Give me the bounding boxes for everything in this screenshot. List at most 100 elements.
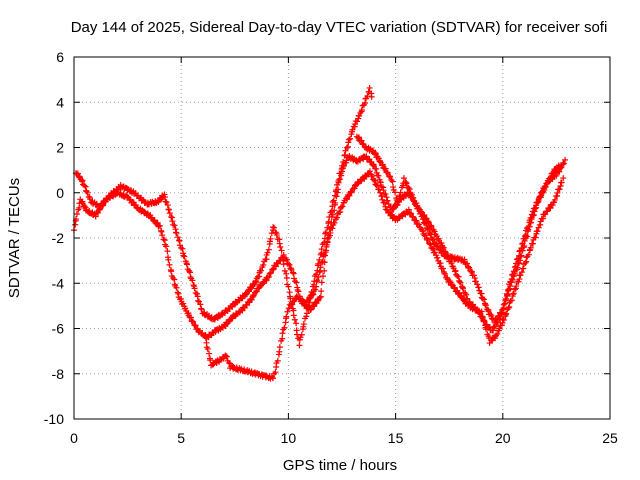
data-point [192, 289, 199, 296]
data-point [197, 301, 204, 308]
y-tick-label: -6 [52, 321, 65, 337]
data-point [342, 147, 349, 154]
data-point [253, 279, 260, 286]
data-point [425, 226, 432, 233]
data-point [390, 184, 397, 191]
data-point [483, 326, 490, 333]
data-point [280, 261, 287, 268]
data-point [283, 256, 290, 263]
data-point [558, 179, 565, 186]
data-point [245, 287, 252, 294]
data-point [278, 247, 285, 254]
data-point [470, 272, 477, 279]
data-point [279, 330, 286, 337]
x-axis-label: GPS time / hours [283, 457, 397, 474]
data-point [267, 235, 274, 242]
data-point [267, 270, 274, 277]
data-point [387, 173, 394, 180]
data-point [313, 283, 320, 290]
data-point [349, 126, 356, 133]
data-point [527, 214, 534, 221]
data-point [503, 310, 510, 317]
data-point [460, 285, 467, 292]
data-point [158, 228, 165, 235]
data-point [155, 223, 162, 230]
data-point [441, 270, 448, 277]
data-point [454, 273, 461, 280]
data-point [336, 176, 343, 183]
data-point [382, 206, 389, 213]
series-track-3 [201, 168, 567, 382]
data-point [180, 252, 187, 259]
chart-title: Day 144 of 2025, Sidereal Day-to-day VTE… [71, 19, 608, 36]
data-point [303, 310, 310, 317]
data-point [318, 279, 325, 286]
data-point [525, 251, 532, 258]
data-point [178, 244, 185, 251]
data-point [560, 175, 567, 182]
data-point [300, 321, 307, 328]
data-point [457, 279, 464, 286]
data-point [520, 235, 527, 242]
data-point [347, 135, 354, 142]
data-point [316, 294, 323, 301]
data-point [283, 270, 290, 277]
data-point [518, 245, 525, 252]
data-point [95, 209, 102, 216]
data-point [318, 246, 325, 253]
data-point [508, 297, 515, 304]
data-point [492, 323, 499, 330]
data-point [532, 234, 539, 241]
x-tick-label: 25 [602, 430, 618, 446]
data-point [396, 192, 403, 199]
data-point [327, 229, 334, 236]
data-point [265, 273, 272, 280]
data-point [408, 210, 415, 217]
data-point [318, 288, 325, 295]
data-point [189, 318, 196, 325]
data-point [456, 278, 463, 285]
data-point [516, 248, 523, 255]
data-point [394, 201, 401, 208]
data-point [149, 214, 156, 221]
data-point [562, 156, 569, 163]
data-point [124, 193, 131, 200]
data-point [83, 188, 90, 195]
data-point [340, 163, 347, 170]
data-point [519, 240, 526, 247]
data-point [339, 203, 346, 210]
data-point [375, 172, 382, 179]
series-track-1 [71, 84, 375, 341]
data-point [286, 261, 293, 268]
data-point [287, 265, 294, 272]
y-tick-label: -4 [52, 275, 65, 291]
data-point [507, 298, 514, 305]
data-point [196, 298, 203, 305]
data-point [446, 278, 453, 285]
data-point [405, 184, 412, 191]
data-point [345, 136, 352, 143]
data-point [204, 345, 211, 352]
data-point [160, 236, 167, 243]
data-point [326, 213, 333, 220]
data-point [156, 222, 163, 229]
data-point [509, 271, 516, 278]
data-point [395, 198, 402, 205]
data-point [380, 187, 387, 194]
data-point [163, 243, 170, 250]
data-point [382, 191, 389, 198]
data-point [428, 223, 435, 230]
x-tick-label: 10 [281, 430, 297, 446]
data-point [191, 285, 198, 292]
data-point [163, 199, 170, 206]
data-point [285, 283, 292, 290]
data-point [166, 210, 173, 217]
data-point [532, 205, 539, 212]
data-point [366, 168, 373, 175]
data-point [141, 208, 148, 215]
data-point [400, 175, 407, 182]
data-point [384, 169, 391, 176]
data-point [164, 202, 171, 209]
data-point [260, 261, 267, 268]
